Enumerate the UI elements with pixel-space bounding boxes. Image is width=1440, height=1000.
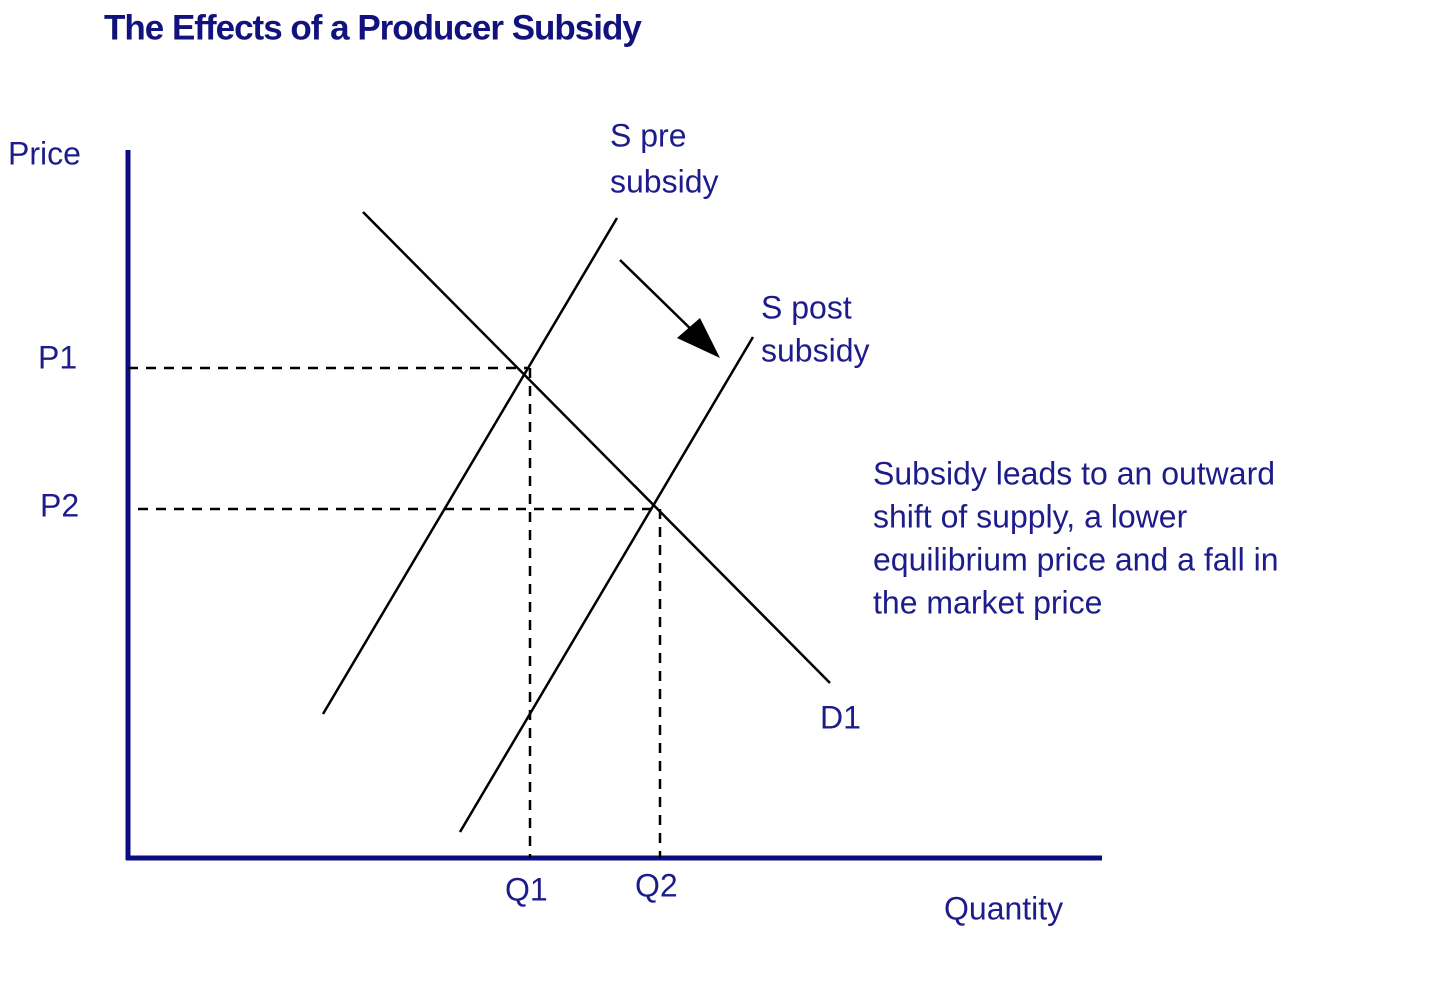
supply-post-curve [458, 336, 755, 833]
title: The Effects of a Producer Subsidy [104, 8, 642, 47]
p1-q1-guide [128, 366, 532, 858]
curve-label: subsidy [761, 332, 870, 368]
annotation-line: the market price [873, 584, 1102, 620]
curve-label: S post [761, 289, 852, 325]
shift-arrowhead [677, 318, 720, 358]
curve-label: D1 [820, 699, 861, 735]
annotation-line: shift of supply, a lower [873, 498, 1188, 534]
p2-q2-guide [138, 507, 662, 858]
x-axis-label: Quantity [944, 890, 1063, 926]
curve-label: subsidy [610, 163, 719, 199]
demand-curve [362, 211, 831, 684]
supply-pre-curve [321, 217, 619, 715]
annotation-line: equilibrium price and a fall in [873, 541, 1279, 577]
annotation-line: Subsidy leads to an outward [873, 455, 1275, 491]
curve-label: S pre [610, 117, 686, 153]
y-axis-label: Price [8, 135, 81, 171]
shift-arrow [619, 259, 701, 339]
price-label: P2 [40, 487, 79, 523]
quantity-label: Q1 [505, 871, 548, 907]
price-label: P1 [38, 339, 77, 375]
quantity-label: Q2 [635, 867, 678, 903]
